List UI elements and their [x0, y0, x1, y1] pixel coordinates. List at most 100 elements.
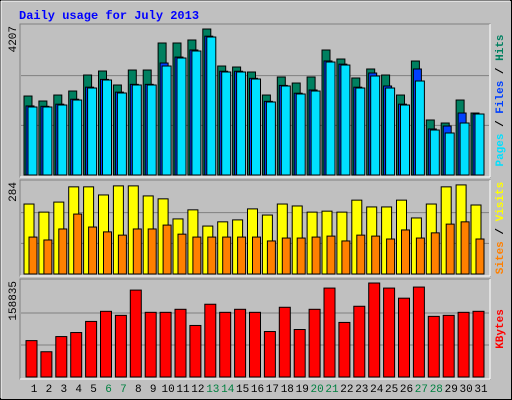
- chart-title: Daily usage for July 2013: [19, 9, 199, 23]
- bar: [174, 308, 187, 378]
- bar: [132, 228, 142, 275]
- bar: [144, 311, 157, 378]
- x-tick-label: 29: [445, 384, 458, 396]
- bar: [116, 92, 127, 176]
- bar: [281, 237, 291, 275]
- bar: [442, 314, 455, 378]
- bar: [457, 311, 470, 378]
- bar: [25, 340, 38, 378]
- bar: [293, 329, 306, 378]
- legend: Sites / Visits: [495, 182, 507, 274]
- legend-separator: /: [495, 114, 507, 134]
- bar: [70, 332, 83, 378]
- bar: [207, 236, 217, 275]
- bar: [445, 223, 455, 275]
- bar: [114, 314, 127, 378]
- bar: [55, 336, 68, 378]
- bar: [192, 236, 202, 275]
- bar: [356, 234, 366, 275]
- legend-entry: Pages: [495, 134, 507, 167]
- bar: [429, 129, 440, 176]
- x-tick-label: 26: [400, 384, 413, 396]
- x-tick-label: 11: [176, 384, 190, 396]
- x-tick-label: 28: [430, 384, 443, 396]
- x-tick-label: 30: [459, 384, 472, 396]
- bar: [176, 57, 187, 176]
- bar: [27, 106, 38, 176]
- x-tick-label: 1: [31, 384, 38, 396]
- bar: [43, 239, 53, 275]
- bar: [87, 87, 98, 176]
- bar: [311, 236, 321, 275]
- x-tick-label: 22: [340, 384, 353, 396]
- bar: [177, 233, 187, 275]
- x-tick-label: 3: [60, 384, 67, 396]
- bar: [189, 324, 202, 378]
- x-tick-label: 14: [221, 384, 235, 396]
- x-tick-label: 10: [161, 384, 174, 396]
- bar: [117, 234, 127, 275]
- bar: [414, 80, 425, 176]
- bar: [40, 351, 53, 378]
- bar: [88, 226, 98, 275]
- bar: [383, 287, 396, 378]
- bar: [427, 315, 440, 378]
- x-tick-label: 4: [75, 384, 82, 396]
- bar: [161, 65, 172, 176]
- bar: [251, 78, 261, 176]
- bar: [28, 236, 38, 275]
- bar: [237, 236, 247, 275]
- bar: [368, 282, 381, 378]
- bar: [353, 305, 366, 378]
- bar: [475, 238, 485, 275]
- x-tick-label: 18: [281, 384, 294, 396]
- bar: [102, 79, 112, 176]
- bar: [222, 236, 232, 275]
- x-tick-label: 20: [310, 384, 323, 396]
- y-tick-label: 4207: [8, 26, 20, 52]
- bar: [252, 236, 261, 275]
- x-tick-label: 17: [266, 384, 279, 396]
- bar: [400, 104, 410, 176]
- bar: [308, 308, 321, 378]
- bar: [221, 71, 232, 176]
- bar: [338, 321, 351, 378]
- bar: [159, 311, 172, 378]
- x-tick-label: 9: [150, 384, 157, 396]
- legend-entry: KBytes: [495, 309, 507, 349]
- bar: [472, 310, 485, 378]
- x-tick-label: 23: [355, 384, 368, 396]
- legend-entry: Sites: [495, 241, 507, 274]
- bar: [385, 87, 396, 176]
- bar: [249, 311, 261, 378]
- legend-entry: Hits: [495, 34, 507, 60]
- bar: [326, 235, 336, 275]
- bar: [206, 36, 217, 176]
- bar: [146, 84, 157, 176]
- bar: [236, 71, 247, 176]
- bar: [129, 289, 142, 378]
- x-tick-label: 12: [191, 384, 204, 396]
- bar: [460, 221, 470, 275]
- bar: [430, 232, 440, 275]
- legend-separator: /: [495, 221, 507, 241]
- bar: [398, 297, 410, 378]
- x-tick-label: 7: [120, 384, 127, 396]
- bar: [386, 238, 396, 275]
- bar: [131, 84, 142, 176]
- bar: [278, 306, 291, 378]
- bar: [323, 287, 336, 378]
- bar: [85, 320, 98, 378]
- bar: [355, 87, 366, 176]
- y-tick-label: 284: [8, 182, 20, 202]
- bar: [371, 235, 381, 275]
- x-tick-label: 5: [90, 384, 97, 396]
- bar: [444, 132, 455, 176]
- bar: [415, 237, 425, 275]
- x-tick-label: 13: [206, 384, 219, 396]
- bar: [266, 240, 276, 275]
- bar: [73, 213, 83, 275]
- x-tick-label: 21: [325, 384, 339, 396]
